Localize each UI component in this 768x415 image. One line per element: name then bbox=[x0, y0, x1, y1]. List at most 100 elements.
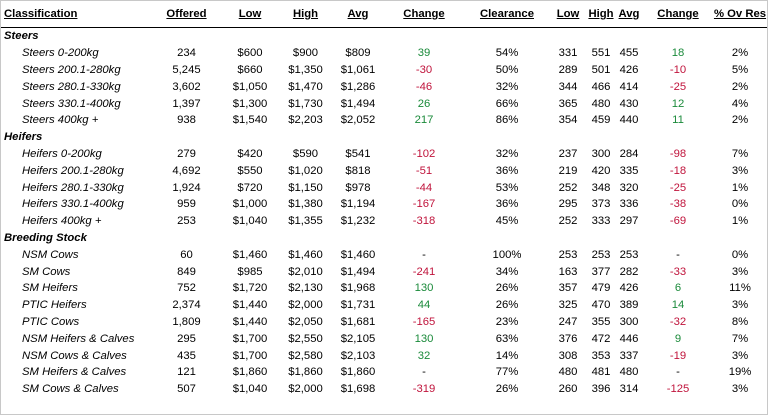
cell-avg-price: $818 bbox=[345, 164, 371, 177]
cell-low-cents: 247 bbox=[558, 315, 578, 328]
header-avg-price: Avg bbox=[347, 8, 369, 20]
cell-change-price: -241 bbox=[412, 265, 436, 278]
cell-pct-over-reserve: 3% bbox=[731, 349, 749, 362]
cell-avg-price: $1,731 bbox=[340, 299, 376, 312]
cell-low-cents: 480 bbox=[558, 366, 578, 379]
cell-avg-cents: 297 bbox=[619, 215, 639, 228]
cell-change-price: 32 bbox=[417, 349, 431, 362]
cell-high-price: $2,000 bbox=[288, 299, 323, 312]
section-title: Breeding Stock bbox=[4, 231, 87, 244]
cell-high-cents: 420 bbox=[591, 164, 611, 177]
table-row: SM Heifers & Calves 121 $1,860 $1,860 $1,860… bbox=[1, 364, 767, 381]
table-row: NSM Cows 60 $1,460 $1,460 $1,460 - 100% 253 253 2… bbox=[1, 246, 767, 263]
section-header-row: Heifers bbox=[1, 129, 767, 146]
cell-low-cents: 260 bbox=[558, 383, 578, 396]
cell-pct-over-reserve: 8% bbox=[731, 315, 749, 328]
table-row: Heifers 400kg + 253 $1,040 $1,355 $1,232 -318… bbox=[1, 213, 767, 230]
cell-change-price: 130 bbox=[414, 282, 434, 295]
cell-change-cents: 12 bbox=[671, 97, 685, 110]
cell-change-price: 39 bbox=[417, 47, 431, 60]
cell-change-cents: -25 bbox=[669, 80, 687, 93]
cell-avg-cents: 430 bbox=[619, 97, 639, 110]
cell-change-cents: -125 bbox=[666, 383, 690, 396]
cell-avg-price: $1,698 bbox=[340, 383, 376, 396]
cell-avg-price: $1,286 bbox=[340, 80, 376, 93]
cell-pct-over-reserve: 0% bbox=[731, 248, 749, 261]
cell-classification: Heifers 400kg + bbox=[22, 215, 102, 228]
section-header-row: Steers bbox=[1, 28, 767, 45]
cell-change-cents: 6 bbox=[674, 282, 682, 295]
section-title: Heifers bbox=[4, 131, 43, 144]
cell-offered: 1,397 bbox=[172, 97, 201, 110]
cell-high-price: $1,150 bbox=[288, 181, 323, 194]
cell-low-price: $1,440 bbox=[232, 299, 268, 312]
cell-clearance: 32% bbox=[495, 80, 519, 93]
cell-clearance: 66% bbox=[495, 97, 519, 110]
cell-high-price: $900 bbox=[292, 47, 319, 60]
cell-avg-cents: 426 bbox=[619, 63, 639, 76]
cell-clearance: 77% bbox=[495, 366, 519, 379]
cell-offered: 121 bbox=[177, 366, 196, 379]
cell-pct-over-reserve: 3% bbox=[731, 383, 749, 396]
cell-high-price: $2,203 bbox=[288, 114, 323, 127]
cell-avg-cents: 335 bbox=[619, 164, 639, 177]
cell-clearance: 36% bbox=[495, 164, 519, 177]
header-row: Classification Offered Low High Avg Chan… bbox=[1, 1, 767, 28]
cell-offered: 507 bbox=[177, 383, 196, 396]
cell-low-price: $1,460 bbox=[232, 248, 268, 261]
cell-avg-price: $1,194 bbox=[340, 198, 376, 211]
section-header-row: Breeding Stock bbox=[1, 230, 767, 247]
cell-offered: 253 bbox=[177, 215, 196, 228]
header-clearance: Clearance bbox=[479, 8, 534, 20]
cell-avg-price: $2,105 bbox=[340, 332, 376, 345]
cell-avg-cents: 426 bbox=[619, 282, 639, 295]
cell-low-cents: 289 bbox=[558, 63, 578, 76]
cell-low-price: $1,860 bbox=[232, 366, 268, 379]
cell-change-price: 26 bbox=[417, 97, 431, 110]
cell-high-price: $2,010 bbox=[288, 265, 323, 278]
cell-high-cents: 353 bbox=[591, 349, 611, 362]
cell-pct-over-reserve: 7% bbox=[731, 332, 749, 345]
cell-classification: Steers 200.1-280kg bbox=[22, 63, 121, 76]
cell-change-cents: 14 bbox=[671, 299, 685, 312]
cell-high-cents: 472 bbox=[591, 332, 611, 345]
cell-avg-price: $1,460 bbox=[340, 248, 376, 261]
cell-low-price: $1,700 bbox=[232, 349, 268, 362]
table-row: Steers 330.1-400kg 1,397 $1,300 $1,730 $1,49… bbox=[1, 95, 767, 112]
cell-clearance: 45% bbox=[495, 215, 519, 228]
cell-avg-price: $1,681 bbox=[340, 315, 376, 328]
cell-low-cents: 219 bbox=[558, 164, 578, 177]
cell-clearance: 54% bbox=[495, 47, 519, 60]
cell-high-cents: 480 bbox=[591, 97, 611, 110]
cell-avg-price: $2,103 bbox=[340, 349, 376, 362]
cell-classification: Heifers 330.1-400kg bbox=[22, 198, 124, 211]
cell-high-price: $1,020 bbox=[288, 164, 323, 177]
cell-change-price: 217 bbox=[414, 114, 434, 127]
cell-avg-cents: 446 bbox=[619, 332, 639, 345]
cell-clearance: 63% bbox=[495, 332, 519, 345]
cell-pct-over-reserve: 4% bbox=[731, 97, 749, 110]
cell-high-price: $1,350 bbox=[288, 63, 323, 76]
cell-high-price: $2,550 bbox=[288, 332, 323, 345]
cell-avg-cents: 337 bbox=[619, 349, 639, 362]
table-row: SM Cows 849 $985 $2,010 $1,494 -241 34% 163 377 2… bbox=[1, 263, 767, 280]
cell-clearance: 34% bbox=[495, 265, 519, 278]
cell-clearance: 26% bbox=[495, 299, 519, 312]
cell-avg-price: $1,494 bbox=[340, 97, 376, 110]
cell-low-price: $720 bbox=[237, 181, 263, 194]
cell-clearance: 26% bbox=[495, 383, 519, 396]
header-high-price: High bbox=[292, 8, 319, 20]
table-row: Heifers 200.1-280kg 4,692 $550 $1,020 $818 -5… bbox=[1, 162, 767, 179]
cell-high-cents: 300 bbox=[591, 147, 611, 160]
cell-high-cents: 466 bbox=[591, 80, 611, 93]
cell-offered: 938 bbox=[177, 114, 196, 127]
cell-low-cents: 308 bbox=[558, 349, 578, 362]
cell-avg-cents: 440 bbox=[619, 114, 639, 127]
cell-low-price: $1,000 bbox=[232, 198, 268, 211]
header-offered: Offered bbox=[166, 8, 207, 20]
table-row: PTIC Cows 1,809 $1,440 $2,050 $1,681 -165 23% 2… bbox=[1, 314, 767, 331]
cell-change-price: 130 bbox=[414, 332, 434, 345]
table-row: Heifers 330.1-400kg 959 $1,000 $1,380 $1,194… bbox=[1, 196, 767, 213]
cell-high-price: $1,860 bbox=[288, 366, 323, 379]
cell-low-cents: 354 bbox=[558, 114, 578, 127]
